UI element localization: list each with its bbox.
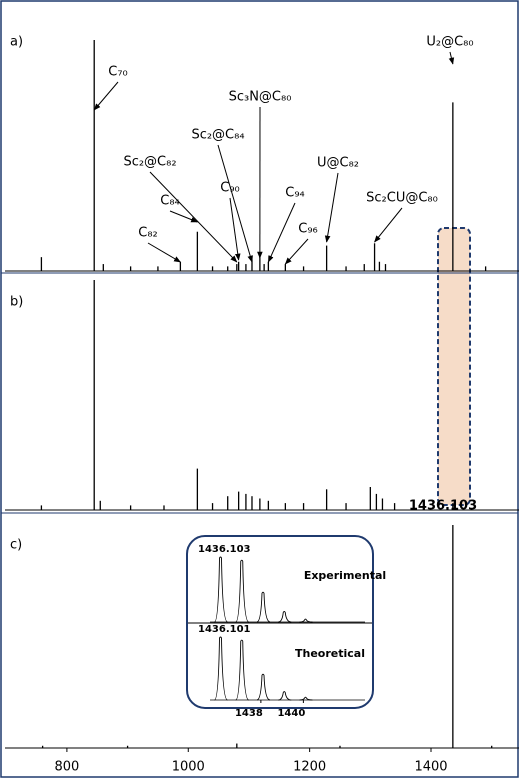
inset-peak [278, 610, 292, 623]
panel-label: b) [10, 295, 23, 310]
inset-peak [235, 639, 250, 701]
peak-label: 1436.103 [409, 499, 477, 514]
annotation-arrow [169, 210, 199, 223]
panel-label: c) [10, 538, 22, 553]
panel-label: a) [10, 35, 23, 50]
annotation: Sc₂@C₈₂ [123, 155, 176, 170]
inset-x-tick-label: 1438 [235, 708, 263, 719]
annotation: C₉₆ [298, 222, 318, 237]
annotation-arrow [229, 197, 241, 261]
inset-peak [256, 673, 271, 701]
annotation-arrow [324, 172, 339, 243]
annotation-arrow [147, 242, 181, 263]
annotation: C₇₀ [108, 65, 128, 80]
annotation-arrow [149, 171, 238, 263]
inset-peak [214, 556, 228, 623]
annotation: Sc₂@C₈₄ [191, 128, 244, 143]
inset-peak [278, 691, 292, 701]
annotation: C₈₂ [138, 226, 158, 241]
annotation: C₉₄ [285, 186, 305, 201]
x-tick-label: 800 [54, 760, 79, 775]
inset-x-tick-label: 1440 [277, 708, 305, 719]
x-tick-label: 1000 [172, 760, 205, 775]
annotation-arrow [284, 238, 309, 265]
annotation-arrow [267, 202, 296, 263]
annotation: C₈₄ [160, 194, 180, 209]
annotation: U₂@C₈₀ [426, 35, 473, 50]
inset-series-name: Theoretical [295, 647, 365, 660]
inset-peak-label: 1436.103 [198, 544, 251, 555]
annotation: Sc₂CU@C₈₀ [366, 191, 438, 206]
annotation-arrow [448, 51, 455, 65]
inset-peak-label: 1436.101 [198, 624, 251, 635]
inset-peak [299, 618, 313, 623]
annotation-arrow [374, 207, 403, 243]
annotation: U@C₈₂ [317, 156, 359, 171]
inset-series-name: Experimental [304, 569, 386, 582]
annotation-arrow [217, 144, 253, 263]
annotation-arrow [93, 81, 119, 111]
inset-peak [299, 696, 313, 701]
annotation: Sc₃N@C₈₀ [229, 90, 292, 105]
inset-peak [256, 591, 271, 623]
inset-peak [214, 636, 228, 701]
x-tick-label: 1400 [414, 760, 447, 775]
x-tick-label: 1200 [293, 760, 326, 775]
highlight-box [437, 227, 471, 506]
inset-peak [235, 559, 250, 623]
